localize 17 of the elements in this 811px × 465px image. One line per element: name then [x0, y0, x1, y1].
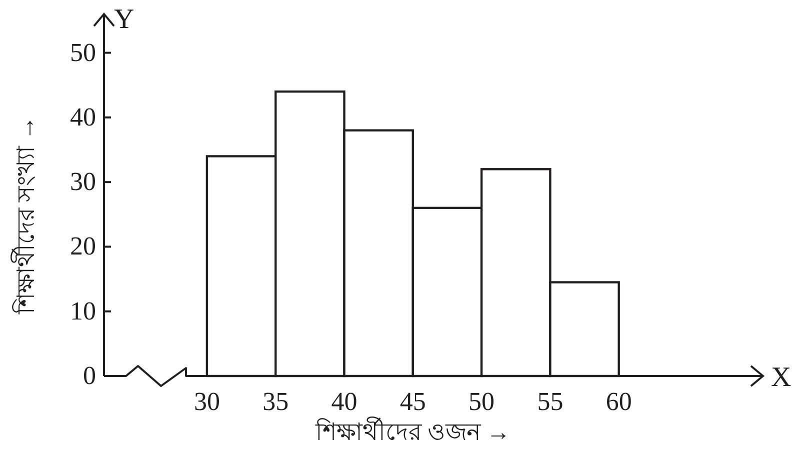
- y-tick-label: 30: [70, 167, 96, 196]
- x-tick-label: 45: [400, 387, 426, 416]
- y-tick-label: 0: [83, 361, 96, 390]
- y-tick-label: 20: [70, 232, 96, 261]
- text: X: [771, 362, 792, 393]
- x-tick-label: 30: [194, 387, 220, 416]
- annotation: Y: [114, 4, 134, 35]
- x-tick-label: 60: [606, 387, 632, 416]
- y-axis-title: শিক্ষার্থীদের সংখ্যা →: [11, 116, 40, 315]
- x-axis-title: শিক্ষার্থীদের ওজন →: [314, 417, 510, 446]
- x-tick-label: 35: [262, 387, 289, 416]
- y-tick-label: 40: [70, 102, 96, 132]
- x-tick-label: 55: [537, 387, 564, 416]
- y-tick-label: 50: [70, 38, 96, 67]
- x-tick-label: 50: [468, 387, 495, 416]
- y-tick-label: 10: [70, 296, 96, 326]
- x-tick-label: 40: [331, 387, 358, 416]
